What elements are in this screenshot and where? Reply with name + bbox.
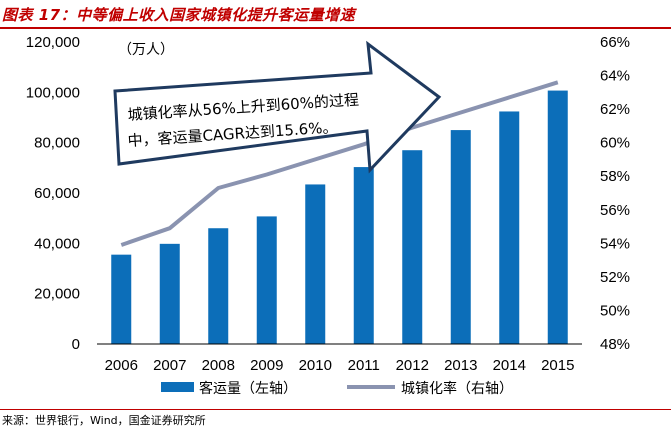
x-tick-label: 2011 [348,357,380,374]
x-tick-label: 2008 [202,357,235,374]
left-tick-label: 80,000 [34,135,80,152]
chart-canvas: 020,00040,00060,00080,000100,000120,000 … [26,34,630,397]
right-tick-label: 52% [600,269,630,286]
right-axis-ticks: 48% 50% 52% 54% 56% 58% 60% 62% 64% 66% [600,34,630,353]
bar [111,254,132,344]
unit-label: （万人） [118,42,174,58]
footer-divider [0,409,671,410]
bar [208,228,229,344]
bar-series [111,90,568,345]
source-note: 来源：世界银行，Wind，国金证券研究所 [2,414,206,427]
left-axis-ticks: 0 20,000 40,000 60,000 80,000 100,000 120,000 [26,34,80,353]
left-tick-label: 60,000 [34,185,80,202]
callout-arrow: 城镇化率从56%上升到60%的过程 中，客运量CAGR达到15.6%。 [113,40,442,174]
bar [353,167,374,344]
right-tick-label: 54% [600,235,630,252]
bar [402,150,423,344]
left-tick-label: 120,000 [26,34,80,51]
x-tick-label: 2009 [250,357,283,374]
urbanization-line [120,80,559,247]
chart-title: 图表 17：中等偏上收入国家城镇化提升客运量增速 [2,6,356,24]
line-series [120,80,559,247]
left-tick-label: 100,000 [26,84,80,101]
right-tick-label: 62% [600,101,630,118]
x-axis-ticks: 2006 2007 2008 2009 2010 2011 2012 2013 2014 2015 [105,357,575,374]
left-tick-label: 40,000 [34,235,80,252]
left-tick-label: 20,000 [34,286,80,303]
right-tick-label: 58% [600,168,630,185]
legend: 客运量（左轴） 城镇化率（右轴） [161,380,513,397]
x-tick-label: 2013 [444,357,477,374]
bar [547,90,568,345]
legend-line-label: 城镇化率（右轴） [401,380,513,397]
x-tick-label: 2012 [396,357,429,374]
right-tick-label: 50% [600,302,630,319]
title-divider [0,27,671,29]
legend-bar-swatch [161,382,194,392]
bar [159,243,180,344]
right-tick-label: 66% [600,34,630,51]
right-tick-label: 56% [600,202,630,219]
bar [499,111,520,345]
x-tick-label: 2010 [299,357,332,374]
bar [256,216,277,344]
x-tick-label: 2015 [541,357,574,374]
x-tick-label: 2006 [105,357,138,374]
x-tick-label: 2007 [153,357,186,374]
right-tick-label: 48% [600,336,630,353]
right-tick-label: 64% [600,68,630,85]
bar [305,184,326,344]
x-tick-label: 2014 [493,357,526,374]
bar [450,130,471,344]
left-tick-label: 0 [72,336,80,353]
right-tick-label: 60% [600,135,630,152]
legend-bar-label: 客运量（左轴） [199,380,297,397]
